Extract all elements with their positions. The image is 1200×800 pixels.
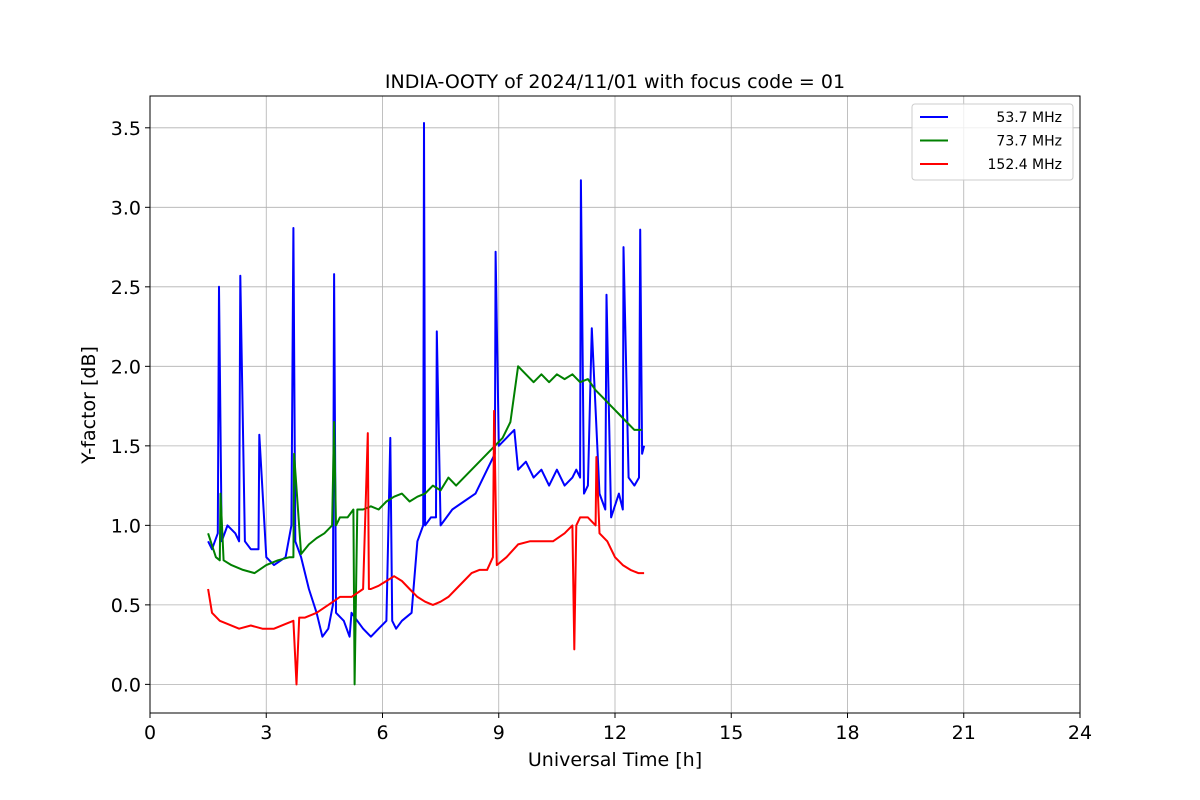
series-line-3	[207, 409, 645, 686]
x-tick-label: 15	[719, 722, 743, 744]
x-tick-label: 3	[260, 722, 272, 744]
y-tick-label: 3.0	[111, 197, 141, 219]
series-line-1	[207, 122, 646, 638]
y-axis-label: Y-factor [dB]	[78, 346, 100, 465]
legend-label: 73.7 MHz	[996, 134, 1062, 150]
x-axis: 0 3 6 9 12 15 18 21 24	[144, 713, 1092, 744]
x-tick-label: 21	[952, 722, 976, 744]
y-tick-label: 2.5	[111, 277, 141, 299]
series-line-2	[207, 365, 643, 686]
y-axis: 0.0 0.5 1.0 1.5 2.0 2.5 3.0 3.5	[111, 118, 150, 696]
x-tick-label: 18	[835, 722, 859, 744]
x-axis-label: Universal Time [h]	[528, 749, 702, 771]
y-tick-label: 1.5	[111, 436, 141, 458]
y-tick-label: 2.0	[111, 356, 141, 378]
x-tick-label: 24	[1068, 722, 1092, 744]
x-tick-label: 12	[603, 722, 627, 744]
x-tick-label: 9	[493, 722, 505, 744]
plot-area	[207, 122, 646, 686]
y-tick-label: 0.5	[111, 595, 141, 617]
x-tick-label: 6	[376, 722, 388, 744]
legend: 53.7 MHz 73.7 MHz 152.4 MHz	[911, 103, 1074, 181]
legend-box	[911, 103, 1074, 181]
y-tick-label: 3.5	[111, 118, 141, 140]
x-tick-label: 0	[144, 722, 156, 744]
legend-label: 152.4 MHz	[988, 157, 1062, 173]
y-tick-label: 0.0	[111, 674, 141, 696]
y-tick-label: 1.0	[111, 515, 141, 537]
chart-title: INDIA-OOTY of 2024/11/01 with focus code…	[385, 71, 845, 93]
legend-label: 53.7 MHz	[996, 110, 1062, 126]
